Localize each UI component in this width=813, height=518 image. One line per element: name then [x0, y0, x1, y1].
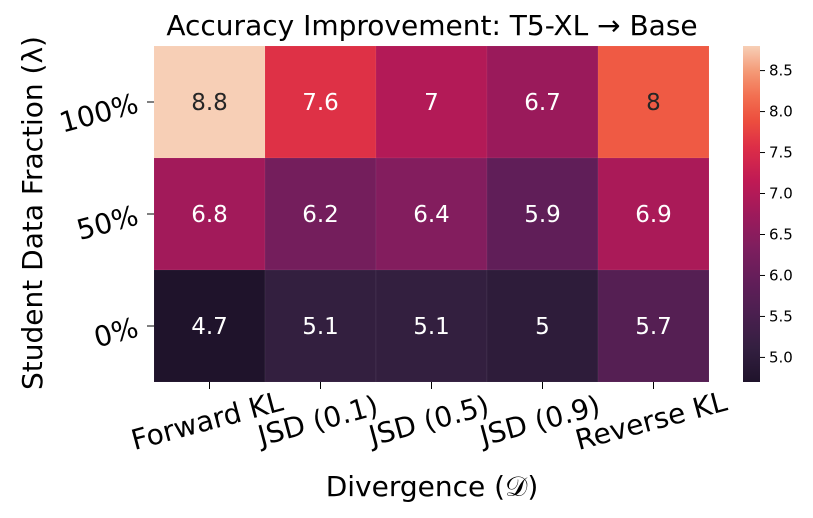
y-tick-label: 100%	[56, 87, 142, 140]
cell-value-label: 5.1	[413, 314, 450, 340]
cell-value-label: 8	[646, 90, 661, 116]
cell-value-label: 6.2	[302, 202, 339, 228]
cell-value-label: 6.8	[191, 202, 228, 228]
heatmap-cells: 8.8 7.6 7 6.7 8 6.8 6.2 6.4 5.9 6.9 4.7 5.1 5.1 5 5.7	[153, 45, 710, 383]
heatmap-cell	[597, 269, 710, 383]
heatmap-cell	[153, 157, 266, 271]
heatmap-cell	[597, 45, 710, 159]
colorbar-tick-label: 7.0	[769, 185, 793, 203]
cell-value-label: 5.1	[302, 314, 339, 340]
heatmap-cell	[375, 157, 488, 271]
cell-value-label: 7.6	[302, 90, 339, 116]
colorbar: 5.0 5.5 6.0 6.5 7.0 7.5 8.0 8.5	[743, 46, 793, 382]
heatmap-cell	[264, 269, 377, 383]
chart-title: Accuracy Improvement: T5-XL → Base	[166, 9, 697, 42]
colorbar-tick-label: 7.5	[769, 144, 793, 162]
cell-value-label: 5	[535, 314, 550, 340]
cell-value-label: 5.7	[635, 314, 672, 340]
heatmap-cell	[153, 45, 266, 159]
cell-value-label: 4.7	[191, 314, 228, 340]
heatmap-cell	[486, 45, 599, 159]
colorbar-tick-label: 8.0	[769, 103, 793, 121]
x-axis-label: Divergence (𝒟)	[326, 470, 539, 503]
colorbar-tick-label: 5.5	[769, 307, 793, 325]
colorbar-tick-label: 8.5	[769, 62, 793, 80]
colorbar-gradient	[743, 46, 760, 382]
y-axis-label: Student Data Fraction (λ)	[16, 36, 49, 390]
cell-value-label: 6.4	[413, 202, 450, 228]
heatmap-cell	[375, 269, 488, 383]
cell-value-label: 6.9	[635, 202, 672, 228]
colorbar-tick-label: 6.5	[769, 225, 793, 243]
cell-value-label: 8.8	[191, 90, 228, 116]
x-tick-label: JSD (0.5)	[363, 389, 492, 453]
colorbar-tick-label: 6.0	[769, 266, 793, 284]
y-tick-label: 50%	[73, 199, 142, 247]
heatmap-cell	[486, 269, 599, 383]
cell-value-label: 7	[424, 90, 439, 116]
colorbar-tick-label: 5.0	[769, 348, 793, 366]
y-tick-label: 0%	[90, 311, 141, 354]
y-axis-ticks: 100% 50% 0%	[56, 87, 154, 354]
cell-value-label: 5.9	[524, 202, 561, 228]
heatmap-cell	[597, 157, 710, 271]
cell-value-label: 6.7	[524, 90, 561, 116]
heatmap-cell	[264, 45, 377, 159]
heatmap-cell	[375, 45, 488, 159]
